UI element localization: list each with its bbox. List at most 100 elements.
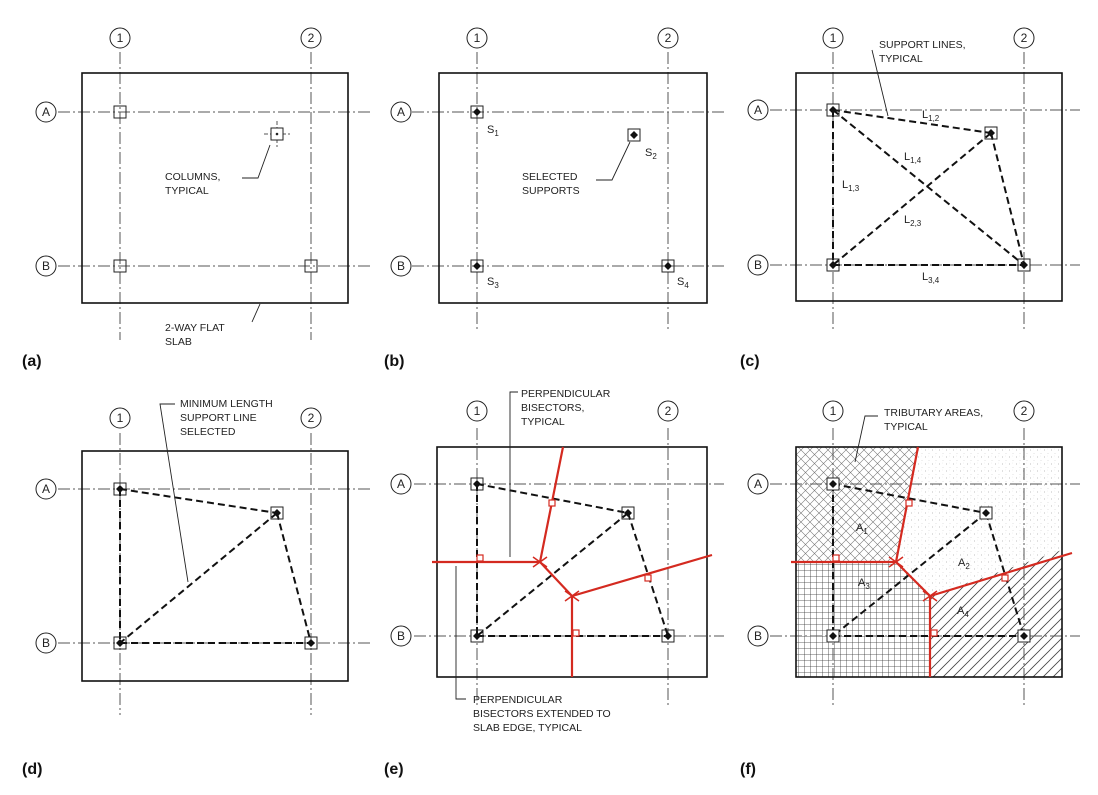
svg-text:B: B — [754, 629, 762, 643]
svg-text:1: 1 — [830, 31, 837, 45]
svg-text:2: 2 — [1021, 404, 1028, 418]
svg-text:A: A — [42, 105, 50, 119]
selected-support-marker — [979, 506, 993, 520]
line-label-l12: L1,2 — [922, 109, 940, 123]
selected-support-marker — [470, 629, 484, 643]
svg-text:1: 1 — [830, 404, 837, 418]
selected-support-marker — [627, 128, 641, 142]
support-line — [276, 512, 312, 644]
selected-support-marker — [470, 259, 484, 273]
grid-bubble-row-a: A — [35, 101, 57, 123]
selected-support-marker — [470, 105, 484, 119]
panel-f: 1 2 A B A1 A2 A3 A4 TRIBUTARY AREAS, TYP… — [740, 400, 1080, 778]
svg-text:B: B — [397, 629, 405, 643]
grid-bubble-row-a: A — [747, 99, 769, 121]
selected-support-marker — [113, 482, 127, 496]
selected-support-marker — [1017, 258, 1031, 272]
support-line-1-2 — [832, 109, 992, 134]
grid-bubble-col-1: 1 — [466, 400, 488, 422]
selected-support-marker — [270, 506, 284, 520]
grid-bubble-row-b: B — [747, 254, 769, 276]
svg-text:A: A — [754, 477, 762, 491]
note-support-lines-line2: TYPICAL — [879, 53, 923, 65]
selected-support-marker — [826, 258, 840, 272]
support-label-s4: S4 — [677, 276, 689, 290]
selected-support-marker — [826, 477, 840, 491]
grid-bubble-row-b: B — [390, 255, 412, 277]
right-angle-marker — [644, 574, 652, 582]
note-extended-line1: PERPENDICULAR — [473, 694, 563, 706]
grid-bubble-col-1: 1 — [822, 27, 844, 49]
grid-bubble-col-2: 2 — [1013, 400, 1035, 422]
grid-bubble-row-b: B — [35, 255, 57, 277]
support-label-s1: S1 — [487, 124, 499, 138]
grid-bubble-row-a: A — [390, 101, 412, 123]
note-selected-line2: SUPPORTS — [522, 185, 580, 197]
note-tributary-line2: TYPICAL — [884, 421, 928, 433]
selected-support-marker — [661, 629, 675, 643]
grid-bubble-col-2: 2 — [300, 27, 322, 49]
svg-text:2: 2 — [308, 411, 315, 425]
area-label-a2: A2 — [958, 557, 970, 571]
area-label-a1: A1 — [856, 522, 868, 536]
grid-bubble-col-1: 1 — [109, 27, 131, 49]
right-angle-marker — [905, 499, 913, 507]
right-angle-marker — [832, 554, 840, 562]
right-angle-marker — [930, 629, 938, 637]
selected-support-marker — [826, 629, 840, 643]
panel-label-b: (b) — [384, 353, 404, 370]
svg-text:B: B — [397, 259, 405, 273]
svg-text:2: 2 — [308, 31, 315, 45]
line-label-l14: L1,4 — [904, 151, 922, 165]
note-support-lines-line1: SUPPORT LINES, — [879, 39, 966, 51]
svg-text:1: 1 — [474, 31, 481, 45]
support-label-s2: S2 — [645, 147, 657, 161]
svg-text:2: 2 — [665, 404, 672, 418]
area-label-a4: A4 — [957, 605, 969, 619]
slab-outline — [795, 72, 1063, 302]
column-square — [264, 121, 290, 147]
perpendicular-bisector — [432, 446, 565, 564]
note-bisectors-line3: TYPICAL — [521, 416, 565, 428]
note-bisectors-line2: BISECTORS, — [521, 402, 584, 414]
selected-support-marker — [621, 506, 635, 520]
grid-bubble-col-2: 2 — [657, 27, 679, 49]
grid-bubble-row-a: A — [747, 473, 769, 495]
support-line-1-4 — [832, 109, 1025, 266]
note-extended-line3: SLAB EDGE, TYPICAL — [473, 722, 582, 734]
selected-support-marker — [1017, 629, 1031, 643]
slab-outline — [81, 72, 349, 304]
column-square — [304, 259, 318, 273]
right-angle-marker — [476, 554, 484, 562]
panel-b: 1 2 A B S1 S2 S3 S4 SELECTED SUPPORTS (b… — [384, 27, 724, 370]
selected-support-marker — [304, 636, 318, 650]
panel-a: 1 2 A B COLUMNS, TYPICAL 2-WAY FLAT SLAB… — [22, 27, 372, 370]
svg-text:A: A — [397, 105, 405, 119]
svg-text:A: A — [397, 477, 405, 491]
panel-label-a: (a) — [22, 353, 42, 370]
note-tributary-line1: TRIBUTARY AREAS, — [884, 407, 983, 419]
column-square — [113, 259, 127, 273]
support-line-min-length — [119, 512, 278, 644]
selected-support-marker — [984, 126, 998, 140]
area-label-a3: A3 — [858, 577, 870, 591]
grid-bubble-row-b: B — [747, 625, 769, 647]
support-line — [476, 483, 629, 514]
grid-bubble-col-2: 2 — [657, 400, 679, 422]
note-columns-line2: TYPICAL — [165, 185, 209, 197]
support-label-s3: S3 — [487, 276, 499, 290]
selected-support-marker — [826, 103, 840, 117]
right-angle-marker — [548, 499, 556, 507]
grid-bubble-row-b: B — [390, 625, 412, 647]
support-line-2-4 — [990, 132, 1025, 266]
svg-text:B: B — [754, 258, 762, 272]
panel-label-c: (c) — [740, 353, 760, 370]
support-line-2-3 — [832, 132, 992, 266]
note-slab-line1: 2-WAY FLAT — [165, 322, 225, 334]
slab-outline — [81, 450, 349, 682]
grid-bubble-row-b: B — [35, 632, 57, 654]
selected-support-marker — [113, 636, 127, 650]
grid-bubble-col-2: 2 — [1013, 27, 1035, 49]
note-extended-line2: BISECTORS EXTENDED TO — [473, 708, 611, 720]
column-square — [113, 105, 127, 119]
